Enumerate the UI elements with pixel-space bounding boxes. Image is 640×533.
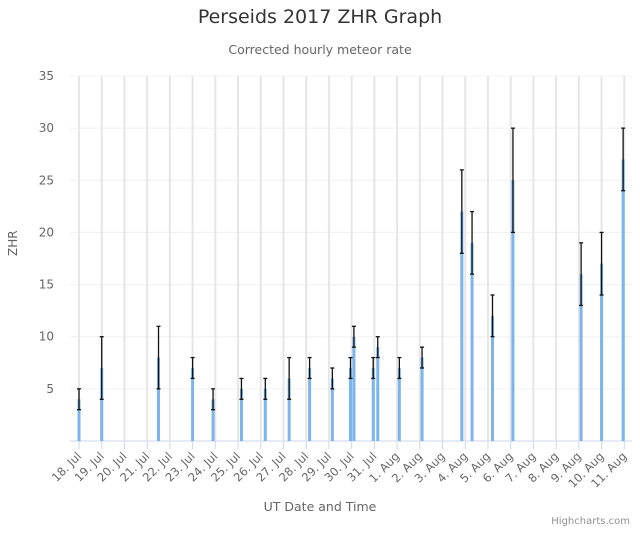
zhr-bar bbox=[239, 388, 243, 441]
zhr-bar bbox=[308, 368, 312, 441]
zhr-bar bbox=[397, 368, 401, 441]
zhr-bar bbox=[211, 399, 215, 441]
y-tick-label: 10 bbox=[39, 330, 54, 344]
zhr-bar bbox=[371, 368, 375, 441]
data-bars bbox=[77, 159, 625, 442]
y-tick-label: 35 bbox=[39, 69, 54, 83]
zhr-bar bbox=[376, 347, 380, 441]
x-axis-title: UT Date and Time bbox=[263, 499, 377, 514]
zhr-bar bbox=[470, 242, 474, 441]
zhr-bar bbox=[579, 274, 583, 441]
chart-title: Perseids 2017 ZHR Graph bbox=[197, 6, 443, 28]
zhr-bar bbox=[600, 263, 604, 441]
zhr-bar bbox=[349, 368, 353, 441]
zhr-bar bbox=[352, 336, 356, 441]
y-tick-label: 30 bbox=[39, 121, 54, 135]
zhr-bar bbox=[491, 315, 495, 441]
y-axis-title: ZHR bbox=[6, 230, 20, 256]
zhr-bar bbox=[420, 357, 424, 441]
zhr-bar bbox=[460, 211, 464, 441]
y-tick-label: 20 bbox=[39, 225, 54, 239]
chart-subtitle: Corrected hourly meteor rate bbox=[228, 42, 412, 57]
y-axis-ticks: 5 10 15 20 25 30 35 bbox=[39, 69, 54, 396]
y-tick-label: 5 bbox=[46, 382, 54, 396]
zhr-bar bbox=[191, 368, 195, 441]
zhr-bar bbox=[77, 399, 81, 441]
highcharts-credits-link[interactable]: Highcharts.com bbox=[551, 516, 630, 527]
y-tick-label: 25 bbox=[39, 173, 54, 187]
zhr-bar bbox=[263, 388, 267, 441]
zhr-bar bbox=[621, 159, 625, 441]
error-bars bbox=[77, 127, 626, 411]
zhr-bar bbox=[157, 357, 161, 441]
y-tick-label: 15 bbox=[39, 278, 54, 292]
zhr-bar bbox=[100, 368, 104, 441]
zhr-bar bbox=[330, 378, 334, 441]
zhr-bar bbox=[287, 378, 291, 441]
zhr-bar bbox=[511, 180, 515, 442]
